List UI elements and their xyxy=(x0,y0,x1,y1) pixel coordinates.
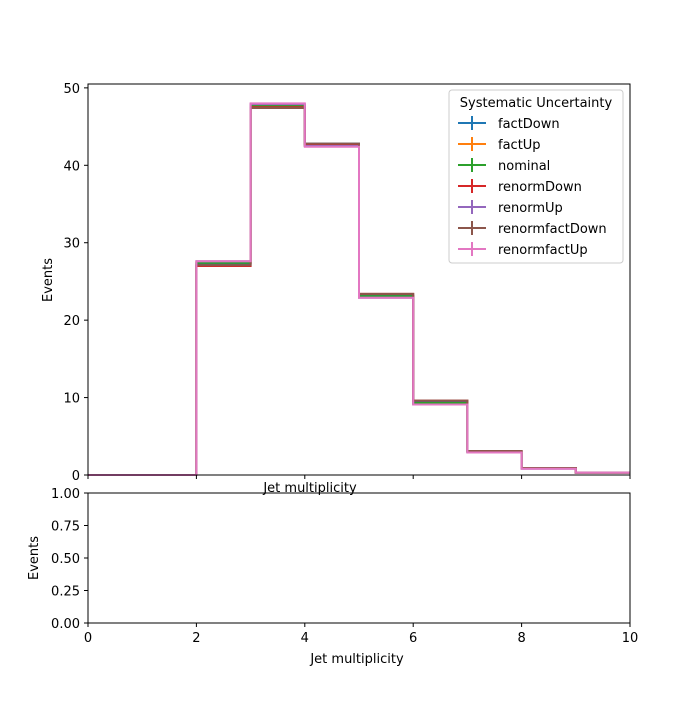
bottom-x-tick-label: 2 xyxy=(192,631,200,646)
bottom-x-tick-label: 0 xyxy=(84,631,92,646)
top-y-tick-label: 10 xyxy=(63,392,80,407)
legend-label: renormfactDown xyxy=(498,222,607,237)
legend-label: nominal xyxy=(498,159,550,174)
legend-entry-renormDown: renormDown xyxy=(458,179,582,195)
top-x-axis-label: Jet multiplicity xyxy=(262,481,357,496)
series-renormfactUp xyxy=(88,102,630,476)
bottom-y-tick-label: 1.00 xyxy=(51,487,80,502)
legend-entry-renormUp: renormUp xyxy=(458,200,563,216)
legend-title: Systematic Uncertainty xyxy=(460,96,613,111)
top-x-ticks xyxy=(87,475,631,479)
bottom-y-tick-label: 0.00 xyxy=(51,617,80,632)
top-panel: 0 10 20 30 40 50 Jet multiplicity Events Syst… xyxy=(41,82,631,496)
legend-entry-factUp: factUp xyxy=(458,137,541,153)
bottom-y-ticks: 0.00 0.25 0.50 0.75 1.00 xyxy=(51,487,88,632)
top-series-layer xyxy=(88,102,630,476)
legend: Systematic Uncertainty factDown factUp nom… xyxy=(448,89,624,264)
top-y-tick-label: 20 xyxy=(63,314,80,329)
legend-label: factDown xyxy=(498,117,560,132)
bottom-x-tick-label: 6 xyxy=(409,631,417,646)
legend-entry-renormfactUp: renormfactUp xyxy=(458,242,588,258)
legend-label: renormUp xyxy=(498,201,563,216)
bottom-x-ticks: 0 2 4 6 8 10 xyxy=(84,623,638,646)
top-y-tick-label: 50 xyxy=(63,82,80,97)
top-y-ticks: 0 10 20 30 40 50 xyxy=(63,82,88,484)
legend-entries: factDown factUp nominal renormDown renormUp r… xyxy=(458,116,607,258)
legend-entry-nominal: nominal xyxy=(458,158,550,174)
top-y-axis-label: Events xyxy=(41,258,56,302)
bottom-x-axis-label: Jet multiplicity xyxy=(309,652,404,667)
bottom-x-tick-label: 10 xyxy=(622,631,639,646)
bottom-y-axis-label: Events xyxy=(27,536,42,580)
bottom-y-tick-label: 0.25 xyxy=(51,585,80,600)
legend-label: renormfactUp xyxy=(498,243,588,258)
top-y-tick-label: 30 xyxy=(63,237,80,252)
bottom-x-tick-label: 8 xyxy=(517,631,525,646)
top-y-tick-label: 40 xyxy=(63,159,80,174)
top-axes-frame xyxy=(87,83,631,476)
bottom-x-tick-label: 4 xyxy=(301,631,309,646)
bottom-panel: 0.00 0.25 0.50 0.75 1.00 0 2 4 6 8 10 Jet multipl… xyxy=(27,487,638,667)
legend-label: factUp xyxy=(498,138,541,153)
bottom-y-tick-label: 0.75 xyxy=(51,520,80,535)
legend-label: renormDown xyxy=(498,180,582,195)
top-y-tick-label: 0 xyxy=(72,469,80,484)
bottom-y-tick-label: 0.50 xyxy=(51,552,80,567)
legend-entry-factDown: factDown xyxy=(458,116,560,132)
legend-box xyxy=(448,89,624,264)
legend-entry-renormfactDown: renormfactDown xyxy=(458,221,607,237)
